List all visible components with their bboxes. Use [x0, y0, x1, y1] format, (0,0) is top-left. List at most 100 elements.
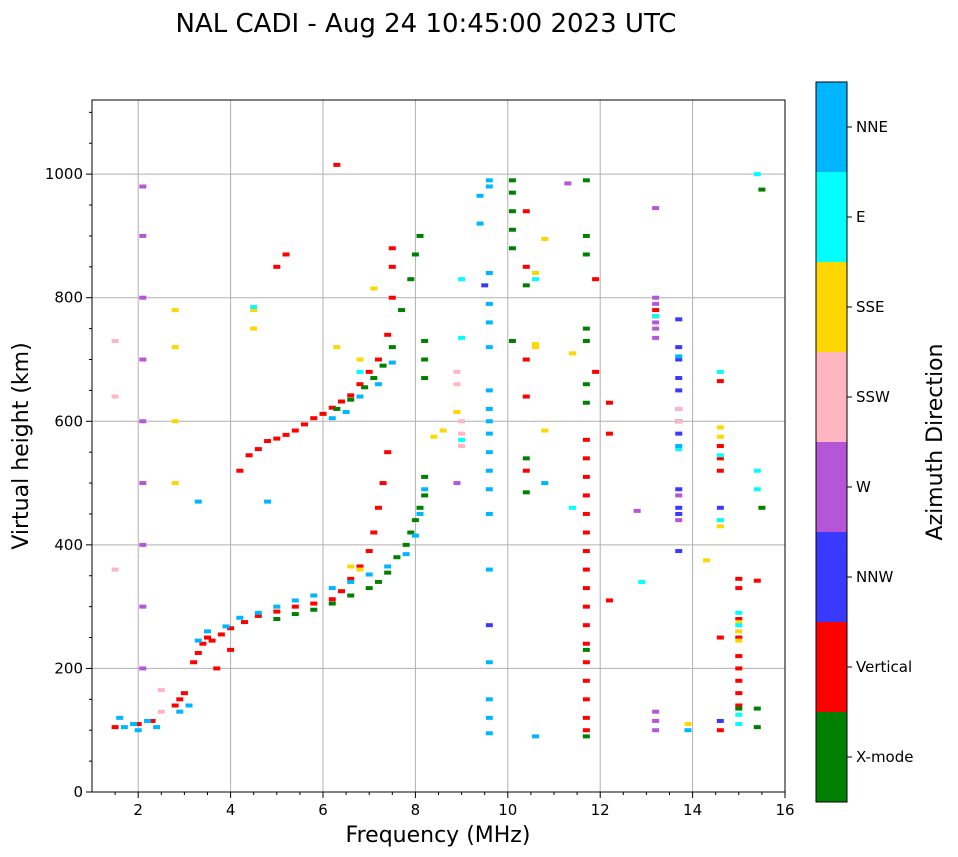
point-nne: [485, 271, 493, 275]
point-vertical: [333, 162, 341, 167]
point-vertical: [379, 481, 387, 486]
point-nne: [328, 416, 336, 421]
point-e: [458, 277, 466, 282]
point-vertical: [282, 432, 290, 437]
point-sse: [684, 722, 692, 727]
point-nne: [273, 604, 281, 609]
point-vertical: [254, 447, 262, 452]
point-x-mode: [522, 490, 530, 495]
point-w: [633, 508, 641, 513]
point-x-mode: [508, 190, 516, 195]
point-x-mode: [416, 505, 424, 510]
point-vertical: [735, 666, 743, 671]
point-sse: [333, 345, 341, 350]
point-vertical: [753, 578, 761, 583]
point-vertical: [319, 411, 327, 416]
point-x-mode: [758, 187, 766, 192]
point-nne: [485, 178, 493, 183]
point-x-mode: [582, 400, 590, 405]
point-w: [652, 295, 660, 300]
point-x-mode: [522, 283, 530, 288]
x-tick-label: 10: [498, 801, 517, 819]
x-tick-label: 16: [775, 801, 794, 819]
point-nnw: [716, 718, 724, 723]
point-nnw: [481, 283, 489, 288]
point-w: [652, 709, 660, 714]
point-nne: [310, 593, 318, 598]
colorbar-label-vertical: Vertical: [856, 658, 912, 676]
point-w: [564, 181, 572, 186]
colorbar-label-e: E: [856, 208, 865, 226]
point-vertical: [522, 357, 530, 362]
point-w: [652, 335, 660, 340]
point-vertical: [582, 549, 590, 554]
point-x-mode: [758, 505, 766, 510]
point-sse: [532, 271, 540, 275]
point-w: [139, 419, 147, 424]
point-vertical: [273, 609, 281, 614]
point-vertical: [301, 422, 309, 427]
point-nne: [485, 184, 493, 189]
point-x-mode: [347, 593, 355, 598]
point-x-mode: [365, 586, 373, 591]
colorbar-frame: [815, 81, 848, 803]
point-nne: [185, 703, 193, 708]
point-w: [652, 718, 660, 723]
point-nne: [675, 354, 683, 359]
point-vertical: [217, 632, 225, 637]
point-vertical: [582, 437, 590, 442]
point-w: [652, 301, 660, 306]
point-nne: [388, 360, 396, 365]
point-nnw: [675, 487, 683, 492]
point-nne: [264, 499, 272, 504]
point-nne: [675, 444, 683, 448]
x-tick-label: 12: [591, 801, 610, 819]
point-nne: [485, 511, 493, 516]
point-sse: [735, 620, 743, 625]
point-w: [652, 206, 660, 211]
point-sse: [370, 286, 378, 291]
point-vertical: [388, 264, 396, 269]
point-w: [453, 481, 461, 486]
point-x-mode: [374, 579, 382, 584]
point-vertical: [347, 576, 355, 581]
point-vertical: [291, 604, 299, 609]
colorbar-swatch: [816, 262, 847, 352]
point-vertical: [582, 567, 590, 572]
point-w: [675, 518, 683, 523]
point-vertical: [735, 635, 743, 640]
x-tick-label: 8: [411, 801, 421, 819]
point-x-mode: [328, 601, 336, 606]
point-e: [675, 447, 683, 452]
point-e: [250, 304, 258, 309]
point-e: [356, 369, 364, 374]
y-tick-label: 200: [54, 659, 83, 677]
point-nne: [485, 715, 493, 720]
point-nne: [485, 487, 493, 492]
point-ssw: [453, 369, 461, 374]
point-e: [652, 314, 660, 319]
point-x-mode: [411, 252, 419, 257]
point-ssw: [675, 419, 683, 424]
point-vertical: [582, 604, 590, 609]
x-axis-ticks: 2 4 6 8 10 12 14 16: [114, 792, 795, 819]
point-vertical: [365, 369, 373, 374]
point-nne: [342, 410, 350, 415]
point-e: [716, 369, 724, 374]
point-vertical: [148, 718, 156, 723]
y-tick-label: 800: [54, 289, 83, 307]
point-x-mode: [384, 570, 392, 575]
point-vertical: [384, 332, 392, 337]
point-e: [735, 623, 743, 628]
point-w: [652, 728, 660, 733]
point-nnw: [675, 376, 683, 381]
point-vertical: [370, 530, 378, 535]
point-w: [652, 320, 660, 325]
point-sse: [250, 326, 258, 331]
point-e: [716, 453, 724, 458]
point-nne: [485, 697, 493, 702]
point-e: [735, 722, 743, 727]
point-x-mode: [508, 227, 516, 232]
point-x-mode: [582, 382, 590, 387]
point-vertical: [582, 474, 590, 479]
